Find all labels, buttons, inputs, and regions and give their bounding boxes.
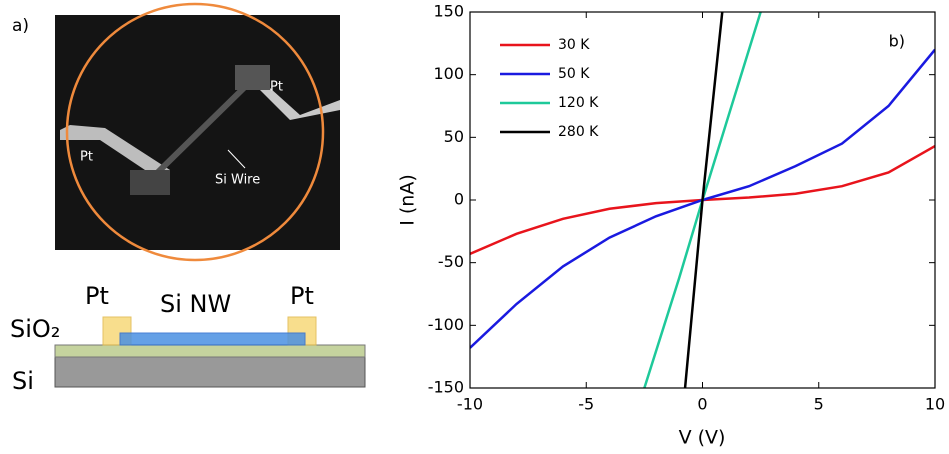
schematic-label: Pt bbox=[85, 282, 109, 310]
x-tick-label: 5 bbox=[814, 395, 824, 414]
y-tick-label: -50 bbox=[438, 252, 464, 271]
annotation: b) bbox=[889, 32, 905, 51]
image-label: Pt bbox=[80, 150, 93, 165]
pad bbox=[235, 65, 270, 90]
schematic-label: SiO₂ bbox=[10, 315, 60, 343]
x-tick-label: 10 bbox=[925, 395, 945, 414]
image-label: Pt bbox=[270, 80, 283, 95]
figure: a) Pt Pt Si Wire Pt Si NW Pt SiO₂ Si V (… bbox=[0, 0, 949, 450]
x-axis-label: V (V) bbox=[679, 427, 726, 449]
y-tick-label: -100 bbox=[428, 315, 464, 334]
y-axis-label: I (nA) bbox=[397, 174, 419, 226]
y-tick-label: 150 bbox=[433, 2, 464, 21]
panel-a: a) Pt Pt Si Wire Pt Si NW Pt SiO₂ Si bbox=[10, 4, 365, 395]
y-tick-label: 100 bbox=[433, 64, 464, 83]
legend-label: 120 K bbox=[558, 95, 599, 111]
nanowire bbox=[120, 333, 305, 345]
pad bbox=[130, 170, 170, 195]
x-tick-label: -5 bbox=[578, 395, 594, 414]
schematic-label: Pt bbox=[290, 282, 314, 310]
x-tick-label: 0 bbox=[697, 395, 707, 414]
legend-label: 50 K bbox=[558, 66, 590, 82]
substrate bbox=[55, 357, 365, 387]
y-tick-label: 0 bbox=[454, 190, 464, 209]
image-label: Si Wire bbox=[215, 173, 260, 188]
legend-label: 30 K bbox=[558, 37, 590, 53]
schematic-label: Si NW bbox=[160, 290, 231, 318]
oxide bbox=[55, 345, 365, 357]
legend-label: 280 K bbox=[558, 124, 599, 140]
y-tick-label: -150 bbox=[428, 378, 464, 397]
schematic-label: Si bbox=[12, 367, 34, 395]
panel-label: a) bbox=[12, 16, 29, 36]
y-tick-label: 50 bbox=[444, 127, 464, 146]
x-tick-label: -10 bbox=[457, 395, 483, 414]
